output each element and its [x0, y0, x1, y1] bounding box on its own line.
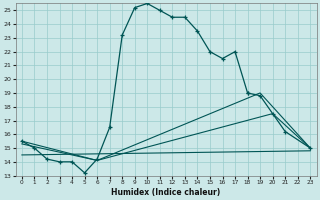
X-axis label: Humidex (Indice chaleur): Humidex (Indice chaleur) [111, 188, 221, 197]
